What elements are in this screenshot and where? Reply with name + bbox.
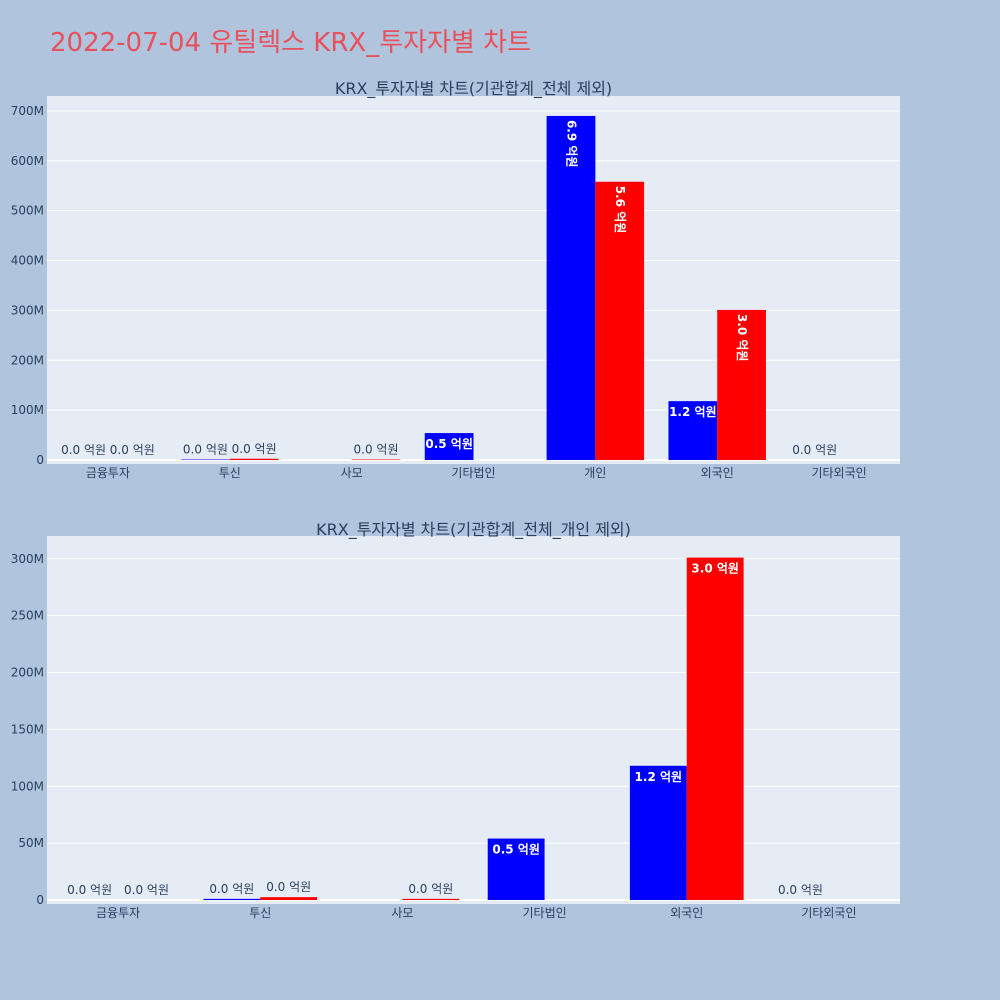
y-tick-label: 0 [36,453,44,467]
y-tick-label: 150M [11,722,44,736]
data-label: 1.2 억원 [669,405,717,419]
data-label: 6.9 억원 [564,120,578,168]
bar [546,115,596,461]
data-label: 0.5 억원 [492,843,540,857]
x-tick-label: 사모 [341,466,363,480]
data-label: 0.0 억원 [266,880,311,894]
bar [668,401,718,460]
bar [424,433,474,460]
bar [717,309,766,460]
chart-1: 0 100M 200M 300M 400M 500M 600M 700M KRX_투자자별 차트… [11,79,900,480]
bar [203,898,261,900]
bar [629,765,687,900]
data-label: 0.0 억원 [183,443,228,457]
data-label: 3.0 억원 [735,314,749,362]
x-tick-label: 외국인 [701,466,734,480]
y-tick-label: 400M [11,254,44,268]
bar [229,458,279,460]
data-label: 5.6 억원 [613,186,627,234]
x-tick-label: 금융투자 [96,906,140,920]
y-tick-label: 200M [11,353,44,367]
bar [686,557,744,900]
data-label: 0.0 억원 [110,443,155,457]
data-label: 0.0 억원 [354,443,399,457]
data-label: 0.0 억원 [124,883,169,897]
y-tick-label: 300M [11,552,44,566]
data-label: 0.0 억원 [792,443,837,457]
y-tick-label: 250M [11,609,44,623]
y-tick-label: 600M [11,154,44,168]
y-tick-label: 100M [11,779,44,793]
x-tick-label: 투신 [219,466,241,480]
y-tick-label: 50M [18,836,44,850]
data-label: 0.0 억원 [408,882,453,896]
y-tick-label: 700M [11,104,44,118]
x-tick-label: 기타외국인 [811,466,866,480]
data-label: 1.2 억원 [635,770,683,784]
bar [595,181,645,460]
data-label: 0.0 억원 [61,443,106,457]
plot-area [47,536,900,904]
data-label: 0.0 억원 [232,442,277,456]
y-tick-label: 0 [36,893,44,907]
y-tick-label: 100M [11,403,44,417]
x-tick-label: 기타외국인 [801,906,856,920]
data-label: 0.0 억원 [209,882,254,896]
x-tick-label: 외국인 [670,906,703,920]
x-tick-label: 개인 [584,466,606,480]
x-tick-label: 기타법인 [451,466,495,480]
y-tick-label: 500M [11,204,44,218]
bar [487,838,545,900]
y-tick-label: 200M [11,666,44,680]
chart-2: 0 50M 100M 150M 200M 250M 300M KRX_투자자별 차트(기관합계… [11,520,900,920]
x-tick-label: 사모 [391,906,413,920]
data-label: 0.0 억원 [778,883,823,897]
data-label: 0.5 억원 [425,437,473,451]
x-tick-label: 기타법인 [522,906,566,920]
data-label: 3.0 억원 [691,562,739,576]
x-tick-label: 금융투자 [86,466,130,480]
bar [260,897,318,900]
y-tick-label: 300M [11,303,44,317]
chart-subtitle: KRX_투자자별 차트(기관합계_전체 제외) [335,79,612,99]
data-label: 0.0 억원 [67,883,112,897]
x-tick-label: 투신 [249,906,271,920]
chart-subtitle: KRX_투자자별 차트(기관합계_전체_개인 제외) [316,520,631,540]
bar [402,898,460,900]
plot-area [47,96,900,464]
page-title: 2022-07-04 유틸렉스 KRX_투자자별 차트 [50,28,532,58]
